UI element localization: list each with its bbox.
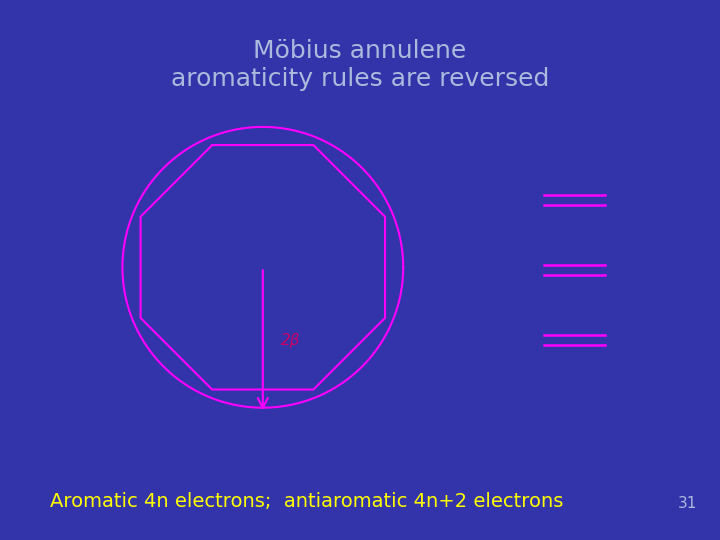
Text: Aromatic 4n electrons;  antiaromatic 4n+2 electrons: Aromatic 4n electrons; antiaromatic 4n+2… xyxy=(50,491,564,511)
Text: Möbius annulene
aromaticity rules are reversed: Möbius annulene aromaticity rules are re… xyxy=(171,39,549,91)
Text: 2β: 2β xyxy=(281,333,300,348)
Text: 31: 31 xyxy=(678,496,697,511)
